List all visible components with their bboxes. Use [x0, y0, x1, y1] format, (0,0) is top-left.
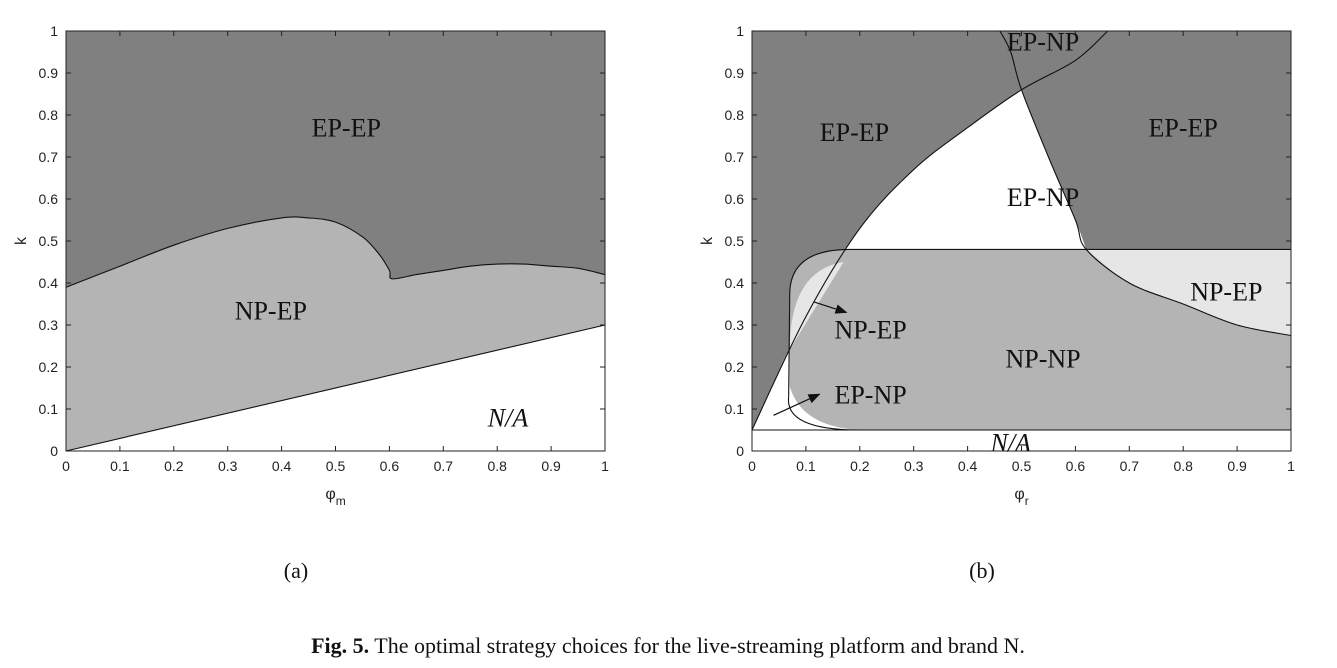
a-x-tick-label: 0 [62, 458, 70, 474]
b-y-tick-label: 1 [736, 23, 744, 39]
chart-panel-b: 0 0.1 0.2 0.3 0.4 0.5 0.6 0.7 0.8 0.9 1 0 0.1 0.2 0.3 0… [699, 23, 1295, 508]
b-x-axis-label: φr [1014, 486, 1028, 508]
b-region-label: EP-NP [1007, 183, 1079, 212]
figure-caption: Fig. 5. The optimal strategy choices for… [311, 633, 1025, 658]
a-region-label: N/A [487, 403, 529, 432]
b-region-label: NP-EP [834, 315, 906, 344]
b-y-axis-label: k [699, 236, 716, 245]
b-x-tick-label: 0.2 [850, 458, 870, 474]
a-x-tick-label: 0.5 [326, 458, 346, 474]
b-y-tick-label: 0.2 [725, 359, 745, 375]
b-x-tick-label: 0.7 [1120, 458, 1140, 474]
b-x-tick-label: 0.8 [1173, 458, 1193, 474]
a-y-tick-label: 0.2 [39, 359, 59, 375]
a-x-axis-subscript: m [336, 494, 346, 508]
a-y-tick-label: 0.3 [39, 317, 59, 333]
a-y-tick-label: 0.9 [39, 65, 59, 81]
a-y-tick-label: 0.1 [39, 401, 59, 417]
b-region-np-ep-right-overlay [1086, 249, 1291, 336]
b-x-tick-label: 0 [748, 458, 756, 474]
b-arrow-ep-np [773, 393, 821, 416]
b-x-tick-label: 0.3 [904, 458, 924, 474]
b-x-tick-label: 0.6 [1066, 458, 1086, 474]
b-region-label: EP-NP [1007, 27, 1079, 56]
a-x-axis-label: φm [325, 486, 345, 508]
a-y-tick-label: 0.7 [39, 149, 59, 165]
b-y-tick-label: 0.6 [725, 191, 745, 207]
b-region-label: EP-EP [1149, 114, 1218, 143]
panel-label-a: (a) [284, 558, 308, 583]
caption-prefix: Fig. 5. [311, 633, 369, 658]
b-x-tick-label: 0.1 [796, 458, 816, 474]
b-arrow-np-ep [813, 301, 848, 314]
chart-panel-a: 0 0.1 0.2 0.3 0.4 0.5 0.6 0.7 0.8 0.9 1 0 0.1 0.2 0.3 0… [13, 23, 609, 508]
b-y-tick-label: 0.8 [725, 107, 745, 123]
a-x-tick-label: 0.1 [110, 458, 130, 474]
b-y-tick-label: 0.4 [725, 275, 745, 291]
a-region-label: NP-EP [235, 296, 307, 325]
b-y-tick-label: 0.1 [725, 401, 745, 417]
b-np-np-top-boundary-line [788, 248, 1291, 397]
b-np-np-group [789, 249, 1291, 430]
b-region-label: EP-NP [834, 380, 906, 409]
b-y-tick-label: 0 [736, 443, 744, 459]
panel-label-b: (b) [969, 558, 995, 583]
caption-text: The optimal strategy choices for the liv… [369, 633, 1025, 658]
b-x-tick-label: 0.5 [1012, 458, 1032, 474]
a-x-tick-label: 1 [601, 458, 609, 474]
b-hyperbola-boundary-line [999, 30, 1292, 337]
a-upper-boundary-line [65, 216, 606, 288]
b-y-tick-label: 0.5 [725, 233, 745, 249]
a-lower-boundary-line [65, 324, 606, 452]
a-x-tick-label: 0.3 [218, 458, 238, 474]
a-y-tick-label: 0 [50, 443, 58, 459]
b-region-label: NP-EP [1190, 278, 1262, 307]
a-x-tick-label: 0.8 [487, 458, 507, 474]
a-x-axis-symbol: φ [325, 486, 335, 503]
a-y-tick-label: 1 [50, 23, 58, 39]
a-x-tick-label: 0.2 [164, 458, 184, 474]
a-x-tick-label: 0.6 [380, 458, 400, 474]
a-x-tick-label: 0.4 [272, 458, 292, 474]
a-y-tick-label: 0.8 [39, 107, 59, 123]
a-x-tick-label: 0.9 [541, 458, 561, 474]
b-x-axis-symbol: φ [1014, 486, 1024, 503]
a-y-tick-label: 0.6 [39, 191, 59, 207]
b-y-tick-label: 0.9 [725, 65, 745, 81]
a-y-axis-label: k [13, 236, 30, 245]
a-y-tick-label: 0.4 [39, 275, 59, 291]
b-region-label: N/A [989, 428, 1031, 457]
b-y-tick-label: 0.7 [725, 149, 745, 165]
a-y-tick-label: 0.5 [39, 233, 59, 249]
b-region-na [752, 430, 1291, 451]
b-region-np-ep-left [778, 262, 844, 367]
b-region-ep-ep-right [999, 31, 1291, 250]
b-region-label: NP-NP [1005, 345, 1080, 374]
b-region-label: EP-EP [820, 118, 889, 147]
b-x-tick-label: 1 [1287, 458, 1295, 474]
b-region-ep-ep-left [752, 31, 1108, 430]
b-x-tick-label: 0.4 [958, 458, 978, 474]
b-x-tick-label: 0.9 [1227, 458, 1247, 474]
b-y-tick-label: 0.3 [725, 317, 745, 333]
a-x-tick-label: 0.7 [434, 458, 454, 474]
b-diagonal-boundary-line [751, 30, 1109, 431]
b-x-axis-subscript: r [1025, 494, 1029, 508]
a-region-label: EP-EP [312, 114, 381, 143]
